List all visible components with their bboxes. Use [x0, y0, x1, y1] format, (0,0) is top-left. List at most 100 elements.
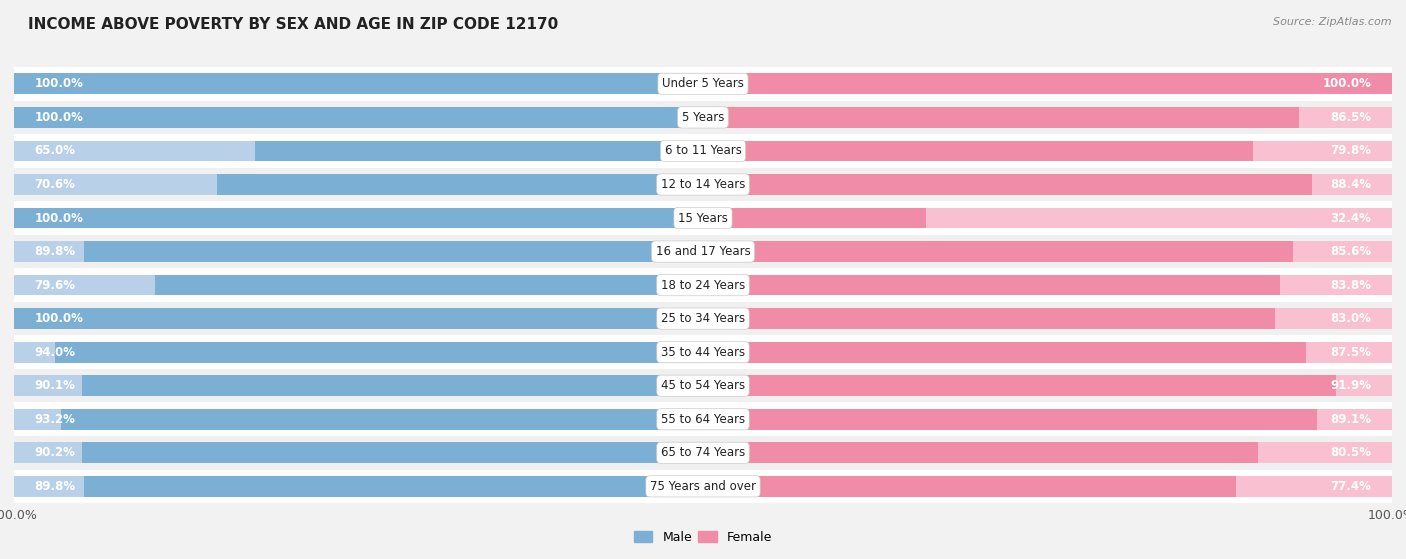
Text: 79.8%: 79.8% — [1330, 144, 1371, 158]
Bar — [703, 476, 1392, 497]
Bar — [14, 342, 703, 363]
Bar — [14, 308, 703, 329]
Text: 32.4%: 32.4% — [1330, 211, 1371, 225]
FancyBboxPatch shape — [14, 101, 1392, 134]
Bar — [703, 73, 1392, 94]
Bar — [703, 107, 1299, 128]
Text: 100.0%: 100.0% — [35, 77, 83, 91]
FancyBboxPatch shape — [14, 302, 1392, 335]
Text: 15 Years: 15 Years — [678, 211, 728, 225]
Bar — [14, 476, 703, 497]
Bar — [703, 442, 1392, 463]
FancyBboxPatch shape — [14, 470, 1392, 503]
Bar — [703, 140, 1392, 162]
Text: 91.9%: 91.9% — [1330, 379, 1371, 392]
Bar — [155, 274, 703, 296]
FancyBboxPatch shape — [14, 67, 1392, 101]
Bar — [254, 140, 703, 162]
Bar — [14, 107, 703, 128]
Bar — [84, 476, 703, 497]
Text: 94.0%: 94.0% — [35, 345, 76, 359]
Text: 65 to 74 Years: 65 to 74 Years — [661, 446, 745, 459]
Bar — [14, 409, 703, 430]
Bar — [14, 73, 703, 94]
Text: 45 to 54 Years: 45 to 54 Years — [661, 379, 745, 392]
Text: 100.0%: 100.0% — [35, 312, 83, 325]
Bar — [83, 375, 703, 396]
Bar — [703, 308, 1275, 329]
Text: 100.0%: 100.0% — [35, 111, 83, 124]
Bar — [14, 207, 703, 229]
Text: 6 to 11 Years: 6 to 11 Years — [665, 144, 741, 158]
Text: 100.0%: 100.0% — [1323, 77, 1371, 91]
Text: 87.5%: 87.5% — [1330, 345, 1371, 359]
FancyBboxPatch shape — [14, 134, 1392, 168]
Text: Source: ZipAtlas.com: Source: ZipAtlas.com — [1274, 17, 1392, 27]
Text: 12 to 14 Years: 12 to 14 Years — [661, 178, 745, 191]
Bar — [60, 409, 703, 430]
Bar — [14, 207, 703, 229]
Text: 18 to 24 Years: 18 to 24 Years — [661, 278, 745, 292]
FancyBboxPatch shape — [14, 436, 1392, 470]
Bar — [703, 409, 1392, 430]
Bar — [703, 308, 1392, 329]
Bar — [703, 207, 1392, 229]
Bar — [703, 342, 1306, 363]
FancyBboxPatch shape — [14, 369, 1392, 402]
FancyBboxPatch shape — [14, 201, 1392, 235]
Bar — [703, 375, 1392, 396]
Bar — [55, 342, 703, 363]
Text: 35 to 44 Years: 35 to 44 Years — [661, 345, 745, 359]
Bar — [703, 107, 1392, 128]
Bar — [14, 308, 703, 329]
Text: 90.2%: 90.2% — [35, 446, 76, 459]
Bar — [14, 241, 703, 262]
Bar — [703, 476, 1236, 497]
Bar — [703, 174, 1392, 195]
Text: 5 Years: 5 Years — [682, 111, 724, 124]
Text: 88.4%: 88.4% — [1330, 178, 1371, 191]
Text: Under 5 Years: Under 5 Years — [662, 77, 744, 91]
Bar — [84, 241, 703, 262]
Text: 75 Years and over: 75 Years and over — [650, 480, 756, 493]
Text: 80.5%: 80.5% — [1330, 446, 1371, 459]
Bar — [703, 274, 1392, 296]
Text: 89.8%: 89.8% — [35, 480, 76, 493]
Bar — [703, 174, 1312, 195]
Bar — [703, 73, 1392, 94]
Bar — [703, 409, 1317, 430]
Bar — [703, 442, 1257, 463]
Text: 86.5%: 86.5% — [1330, 111, 1371, 124]
Text: 55 to 64 Years: 55 to 64 Years — [661, 413, 745, 426]
Text: 70.6%: 70.6% — [35, 178, 76, 191]
Bar — [703, 140, 1253, 162]
Text: 93.2%: 93.2% — [35, 413, 76, 426]
Text: 83.0%: 83.0% — [1330, 312, 1371, 325]
Text: 89.1%: 89.1% — [1330, 413, 1371, 426]
Text: 79.6%: 79.6% — [35, 278, 76, 292]
Text: 83.8%: 83.8% — [1330, 278, 1371, 292]
Bar — [703, 342, 1392, 363]
Text: 65.0%: 65.0% — [35, 144, 76, 158]
Bar — [82, 442, 703, 463]
FancyBboxPatch shape — [14, 335, 1392, 369]
Text: 77.4%: 77.4% — [1330, 480, 1371, 493]
Bar — [703, 274, 1281, 296]
FancyBboxPatch shape — [14, 168, 1392, 201]
Bar — [14, 442, 703, 463]
Bar — [703, 241, 1392, 262]
Text: INCOME ABOVE POVERTY BY SEX AND AGE IN ZIP CODE 12170: INCOME ABOVE POVERTY BY SEX AND AGE IN Z… — [28, 17, 558, 32]
FancyBboxPatch shape — [14, 402, 1392, 436]
FancyBboxPatch shape — [14, 268, 1392, 302]
Bar — [217, 174, 703, 195]
Text: 89.8%: 89.8% — [35, 245, 76, 258]
Bar — [14, 140, 703, 162]
Text: 90.1%: 90.1% — [35, 379, 76, 392]
Text: 100.0%: 100.0% — [35, 211, 83, 225]
Text: 25 to 34 Years: 25 to 34 Years — [661, 312, 745, 325]
Bar — [703, 207, 927, 229]
Bar — [703, 375, 1336, 396]
Text: 85.6%: 85.6% — [1330, 245, 1371, 258]
Bar — [14, 375, 703, 396]
Bar — [14, 174, 703, 195]
